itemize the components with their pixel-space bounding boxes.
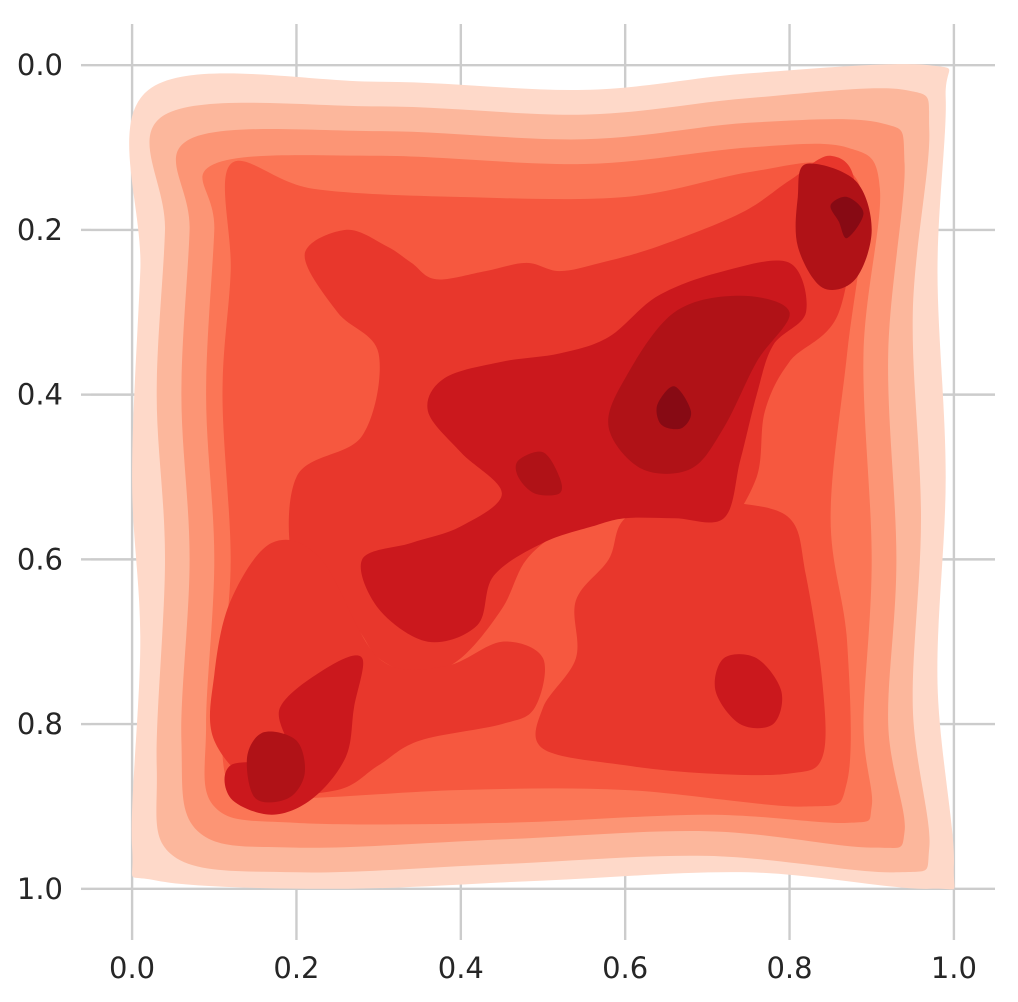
contour-region-8-3 — [246, 731, 306, 803]
contour-region-8-2 — [515, 451, 563, 496]
contour-region-9-1 — [656, 386, 692, 430]
contour-region-7-1 — [714, 654, 783, 729]
y-tick-label-3: 0.6 — [17, 542, 63, 576]
x-tick-label-4: 0.8 — [766, 951, 812, 985]
x-tick-label-1: 0.2 — [273, 951, 319, 985]
contour-region-8-1 — [608, 295, 790, 474]
x-tick-label-5: 1.0 — [931, 951, 977, 985]
y-tick-label-0: 0.0 — [17, 48, 63, 82]
contour-level-9 — [656, 196, 864, 430]
x-tick-label-2: 0.4 — [438, 951, 484, 985]
contour-level-8 — [246, 163, 872, 803]
contour-region-8-0 — [795, 163, 872, 291]
x-axis: 0.0 0.2 0.4 0.6 0.8 1.0 — [109, 930, 977, 985]
y-axis: 0.0 0.2 0.4 0.6 0.8 1.0 — [17, 48, 91, 906]
y-tick-label-1: 0.2 — [17, 213, 63, 247]
y-tick-label-4: 0.8 — [17, 707, 63, 741]
x-tick-label-3: 0.6 — [602, 951, 648, 985]
y-tick-label-2: 0.4 — [17, 378, 63, 412]
x-tick-label-0: 0.0 — [109, 951, 155, 985]
y-tick-label-5: 1.0 — [17, 872, 63, 906]
contour-region-9-0 — [830, 196, 864, 239]
contour-levels — [129, 64, 955, 890]
